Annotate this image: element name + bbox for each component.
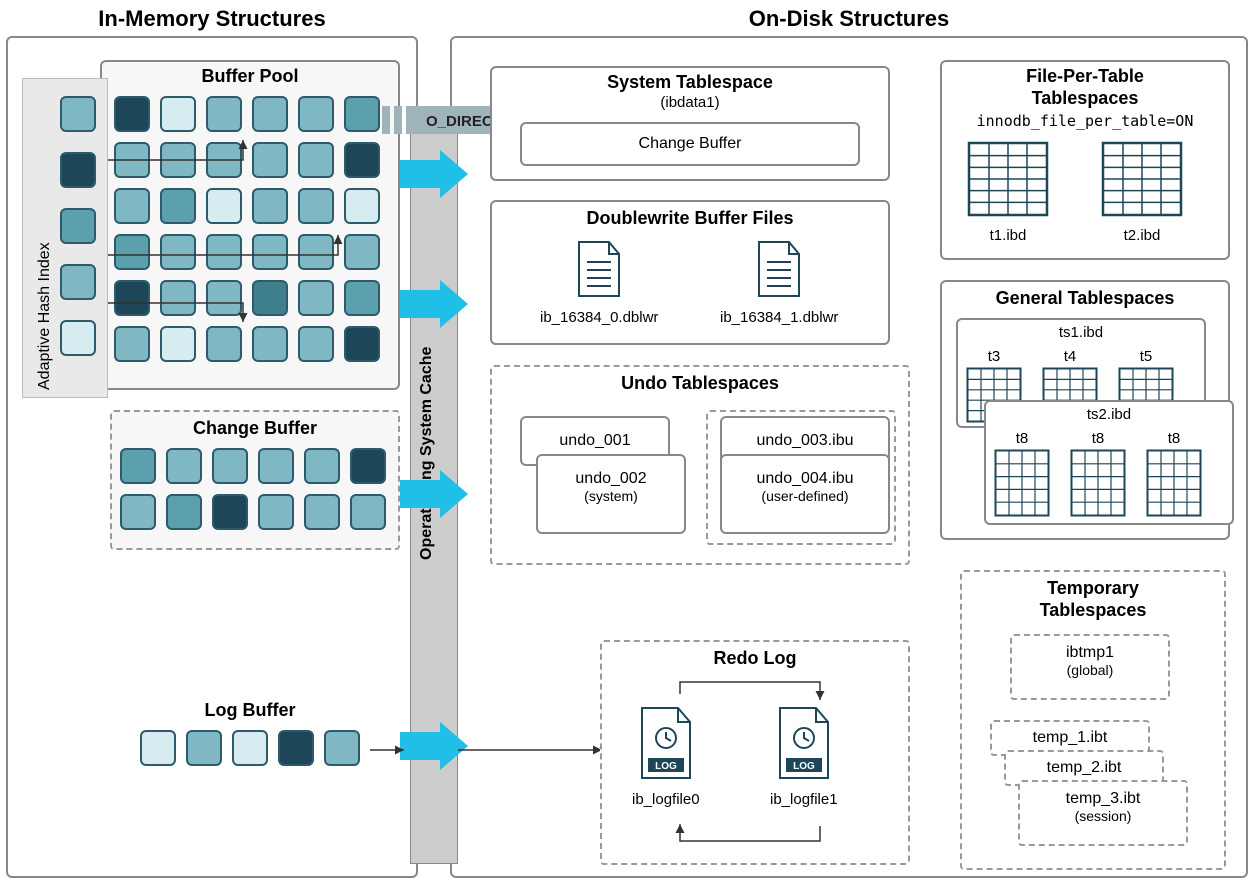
change-buffer-title: Change Buffer [110, 418, 400, 439]
system-tablespace-subtitle: (ibdata1) [490, 94, 890, 111]
undo-left-sub: (system) [538, 488, 684, 504]
system-tablespace-title: System Tablespace [490, 72, 890, 93]
data-cell [350, 494, 386, 530]
data-cell [324, 730, 360, 766]
system-tablespace-inner: Change Buffer [520, 122, 860, 166]
cell-row [120, 494, 386, 530]
log-buffer-cells [140, 730, 360, 776]
thin-arrow-logbuffer-to-os [370, 740, 410, 760]
data-cell [60, 152, 96, 188]
temporary-subtitle: Tablespaces [960, 600, 1226, 621]
undo-right-bottom: undo_004.ibu (user-defined) [720, 454, 890, 534]
doublewrite-file-0-label: ib_16384_0.dblwr [540, 309, 658, 326]
temporary-global-box: ibtmp1 (global) [1010, 634, 1170, 700]
redo-cycle-arrows [620, 676, 890, 856]
data-cell [258, 494, 294, 530]
tablespace-file: t2.ibd [1100, 140, 1184, 244]
general-ts2-name: ts2.ibd [984, 406, 1234, 423]
log-buffer-title: Log Buffer [130, 700, 370, 721]
undo-left-bottom: undo_002 (system) [536, 454, 686, 534]
data-cell [350, 448, 386, 484]
data-cell [60, 320, 96, 356]
data-cell [232, 730, 268, 766]
data-cell [258, 448, 294, 484]
tablespace-table: t8 [1070, 430, 1126, 522]
data-cell [304, 494, 340, 530]
general-ts2-tables: t8t8t8 [994, 430, 1202, 522]
buffer-pool-arrows [98, 90, 398, 390]
table-icon [966, 140, 1050, 218]
arrow-cyan-1 [400, 150, 470, 200]
cell-row [140, 730, 360, 766]
file-per-table-subtitle: Tablespaces [940, 88, 1230, 109]
doublewrite-file-0: ib_16384_0.dblwr [540, 238, 658, 326]
doublewrite-title: Doublewrite Buffer Files [490, 208, 890, 229]
data-cell [140, 730, 176, 766]
buffer-pool-title: Buffer Pool [100, 66, 400, 87]
cell-row [120, 448, 386, 484]
temporary-title: Temporary [960, 578, 1226, 599]
data-cell [166, 448, 202, 484]
file-per-table-files: t1.ibd t2.ibd [966, 140, 1184, 244]
doublewrite-file-1: ib_16384_1.dblwr [720, 238, 838, 326]
redo-title: Redo Log [600, 648, 910, 669]
temporary-session-sub: (session) [1020, 808, 1186, 824]
tablespace-table: t8 [1146, 430, 1202, 522]
temporary-session-2-label: temp_3.ibt [1020, 790, 1186, 808]
temporary-global-sub: (global) [1012, 662, 1168, 678]
arrow-cyan-2 [400, 280, 470, 330]
tablespace-table: t8 [994, 430, 1050, 522]
file-per-table-title: File-Per-Table [940, 66, 1230, 87]
data-cell [60, 264, 96, 300]
doublewrite-file-1-label: ib_16384_1.dblwr [720, 309, 838, 326]
ondisk-header: On-Disk Structures [450, 6, 1248, 32]
data-cell [304, 448, 340, 484]
undo-right-bottom-label: undo_004.ibu [722, 470, 888, 488]
data-cell [186, 730, 222, 766]
table-icon [1146, 449, 1202, 517]
data-cell [60, 208, 96, 244]
document-icon [751, 238, 807, 300]
table-icon [1070, 449, 1126, 517]
ahx-cells [60, 96, 96, 376]
general-tablespaces-title: General Tablespaces [940, 288, 1230, 309]
arrow-cyan-3 [400, 470, 470, 520]
data-cell [166, 494, 202, 530]
general-ts1-name: ts1.ibd [956, 324, 1206, 341]
file-per-table-setting: innodb_file_per_table=ON [940, 112, 1230, 130]
document-icon [571, 238, 627, 300]
data-cell [278, 730, 314, 766]
temporary-session-2: temp_3.ibt (session) [1018, 780, 1188, 846]
change-buffer-grid [120, 448, 386, 540]
temporary-global-label: ibtmp1 [1012, 644, 1168, 662]
inmemory-header: In-Memory Structures [6, 6, 418, 32]
undo-title: Undo Tablespaces [490, 373, 910, 394]
undo-right-sub: (user-defined) [722, 488, 888, 504]
data-cell [120, 448, 156, 484]
thin-arrow-os-to-redo [458, 740, 608, 760]
data-cell [60, 96, 96, 132]
table-icon [1100, 140, 1184, 218]
table-icon [994, 449, 1050, 517]
tablespace-file: t1.ibd [966, 140, 1050, 244]
data-cell [212, 448, 248, 484]
data-cell [120, 494, 156, 530]
adaptive-hash-index-title: Adaptive Hash Index [36, 242, 54, 390]
undo-left-bottom-label: undo_002 [538, 470, 684, 488]
data-cell [212, 494, 248, 530]
